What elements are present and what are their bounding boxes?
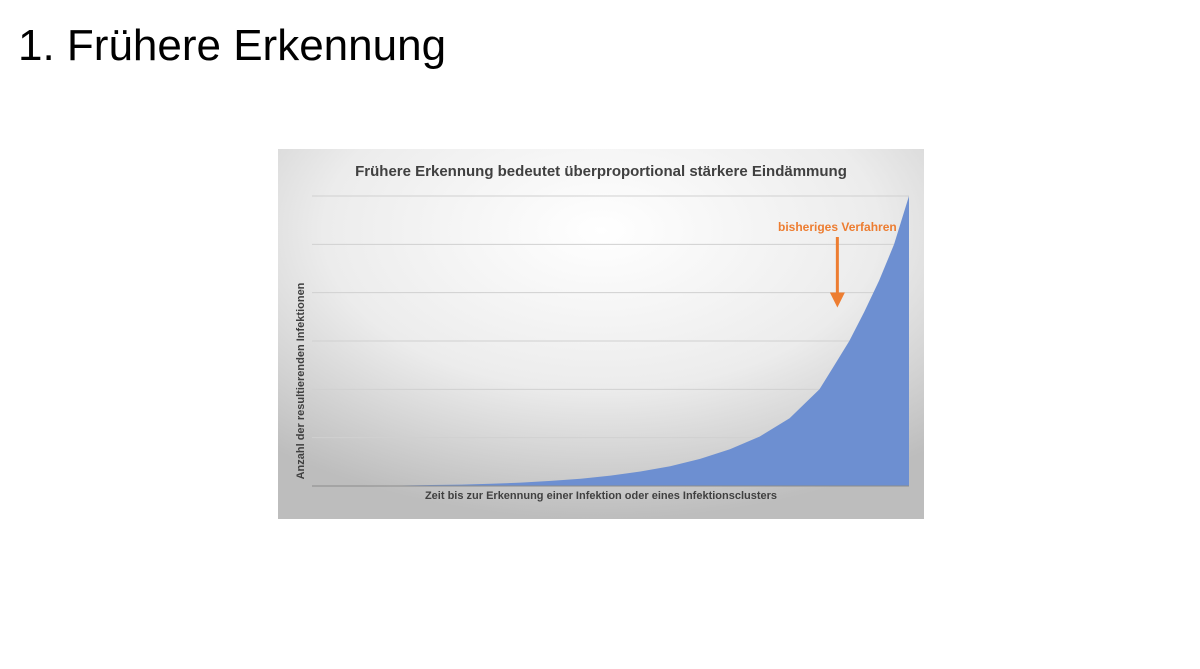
slide-title: 1. Frühere Erkennung: [18, 21, 447, 70]
series-area: [312, 196, 909, 486]
annotation-label: bisheriges Verfahren: [778, 220, 897, 234]
chart-title: Frühere Erkennung bedeutet überproportio…: [355, 163, 847, 180]
y-axis-label: Anzahl der resultierenden Infektionen: [295, 282, 307, 479]
chart-svg: Frühere Erkennung bedeutet überproportio…: [278, 149, 924, 519]
x-axis-label: Zeit bis zur Erkennung einer Infektion o…: [425, 490, 777, 502]
gridlines: [312, 195, 909, 439]
chart-container: Frühere Erkennung bedeutet überproportio…: [278, 149, 924, 519]
